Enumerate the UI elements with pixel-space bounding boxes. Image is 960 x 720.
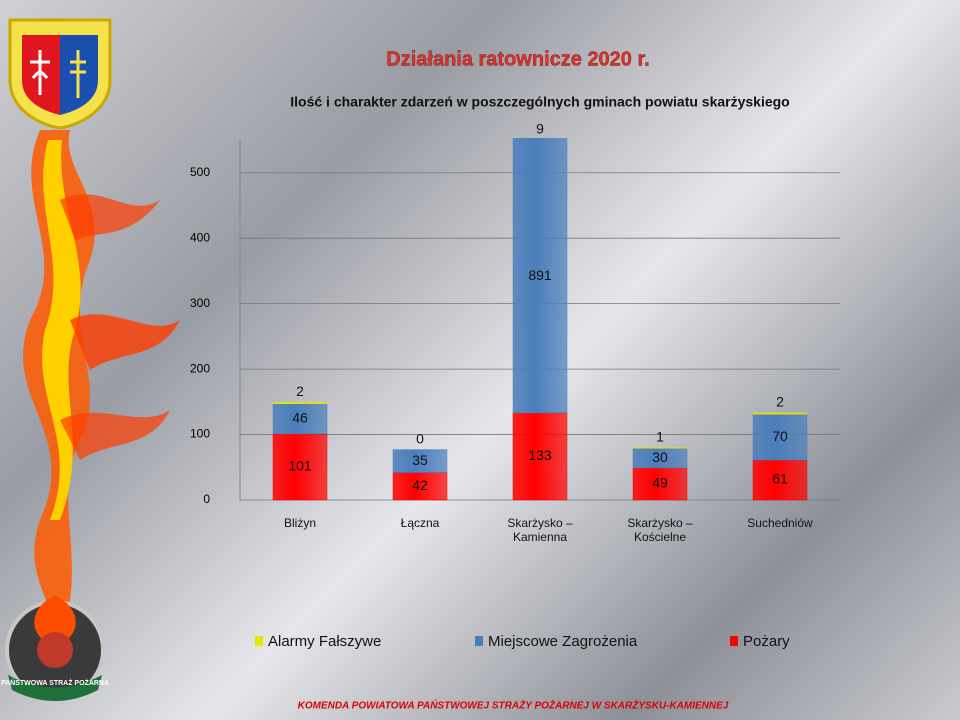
flames — [23, 130, 180, 640]
value-label: 49 — [652, 475, 668, 491]
legend-label: Pożary — [743, 633, 790, 650]
bars — [272, 138, 808, 501]
value-label: 1 — [656, 428, 664, 444]
coat-of-arms — [8, 18, 112, 130]
x-tick-label: Skarżysko – Kościelne — [627, 516, 693, 544]
value-label: 46 — [292, 410, 308, 426]
value-label: 101 — [288, 458, 312, 474]
y-tick-label: 0 — [203, 492, 210, 506]
y-tick-label: 200 — [190, 361, 210, 375]
value-label: 70 — [772, 428, 788, 444]
value-label: 2 — [296, 383, 304, 399]
value-label: 0 — [416, 430, 424, 446]
legend-label: Miejscowe Zagrożenia — [488, 633, 638, 650]
y-tick-label: 300 — [190, 296, 210, 310]
bar-segment — [272, 402, 328, 405]
bar-segment — [512, 138, 568, 414]
y-tick-label: 400 — [190, 230, 210, 244]
value-label: 30 — [652, 449, 668, 465]
x-tick-label: Bliżyn — [283, 516, 316, 530]
bar-segment — [752, 414, 808, 461]
value-label: 61 — [772, 471, 788, 487]
slide-title: Działania ratownicze 2020 r. — [386, 48, 649, 70]
y-tick-label: 100 — [190, 427, 210, 441]
value-label: 2 — [776, 394, 784, 410]
value-label: 42 — [412, 477, 428, 493]
x-tick-label: Suchedniów — [747, 516, 813, 530]
value-label: 891 — [528, 267, 552, 283]
bar-segment — [752, 412, 808, 415]
bar-segment — [632, 447, 688, 449]
y-tick-label: 500 — [190, 165, 210, 179]
value-label: 35 — [412, 452, 428, 468]
legend-label: Alarmy Fałszywe — [268, 633, 381, 650]
x-tick-label: Łączna — [400, 516, 440, 530]
value-label: 133 — [528, 447, 552, 463]
x-tick-label: Skarżysko – Kamienna — [507, 516, 573, 544]
chart-subtitle: Ilość i charakter zdarzeń w poszczególny… — [290, 94, 790, 110]
bar-segment — [632, 467, 688, 501]
fire-service-emblem: PAŃSTWOWA STRAŻ POŻARNA — [1, 595, 109, 701]
bar-segment — [752, 459, 808, 501]
legend-swatch — [255, 636, 263, 646]
bar-segment — [272, 403, 328, 435]
emblem-text: PAŃSTWOWA STRAŻ POŻARNA — [1, 678, 109, 687]
bar-segment — [392, 449, 448, 473]
legend-swatch — [475, 636, 483, 646]
bar-segment — [392, 472, 448, 501]
footer: KOMENDA POWIATOWA PAŃSTWOWEJ STRAŻY POŻA… — [298, 699, 729, 712]
bar-segment — [512, 412, 568, 501]
legend-swatch — [730, 636, 738, 646]
value-label: 9 — [536, 121, 544, 137]
